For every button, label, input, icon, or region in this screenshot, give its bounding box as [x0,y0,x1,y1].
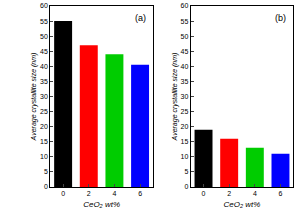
svg-text:15: 15 [181,138,189,145]
svg-text:50: 50 [40,33,48,40]
svg-text:60: 60 [181,2,189,9]
svg-text:(b): (b) [275,13,286,23]
svg-text:10: 10 [40,153,48,160]
svg-text:45: 45 [181,48,189,55]
svg-text:5: 5 [184,168,188,175]
svg-text:30: 30 [40,93,48,100]
svg-text:0: 0 [44,183,48,190]
svg-text:2: 2 [227,190,231,197]
svg-text:6: 6 [279,190,283,197]
svg-text:55: 55 [181,18,189,25]
svg-text:6: 6 [138,190,142,197]
svg-text:50: 50 [181,33,189,40]
svg-text:35: 35 [40,78,48,85]
svg-text:4: 4 [253,190,257,197]
svg-text:25: 25 [181,108,189,115]
svg-text:45: 45 [40,48,48,55]
svg-text:2: 2 [87,190,91,197]
svg-text:0: 0 [184,183,188,190]
svg-text:35: 35 [181,78,189,85]
svg-text:40: 40 [40,63,48,70]
svg-text:CeO₂ wt%: CeO₂ wt% [83,200,120,209]
svg-text:15: 15 [40,138,48,145]
svg-text:40: 40 [181,63,189,70]
svg-text:5: 5 [44,168,48,175]
svg-text:Average crystallite size (nm): Average crystallite size (nm) [171,53,179,142]
svg-text:60: 60 [40,2,48,9]
svg-text:CeO₂ wt%: CeO₂ wt% [224,200,261,209]
svg-text:Average crystallite size (nm): Average crystallite size (nm) [30,53,38,142]
svg-text:30: 30 [181,93,189,100]
svg-text:0: 0 [202,190,206,197]
svg-text:0: 0 [61,190,65,197]
svg-text:4: 4 [112,190,116,197]
svg-text:20: 20 [40,123,48,130]
svg-text:25: 25 [40,108,48,115]
svg-text:20: 20 [181,123,189,130]
svg-text:55: 55 [40,18,48,25]
svg-text:(a): (a) [135,13,146,23]
svg-text:10: 10 [181,153,189,160]
